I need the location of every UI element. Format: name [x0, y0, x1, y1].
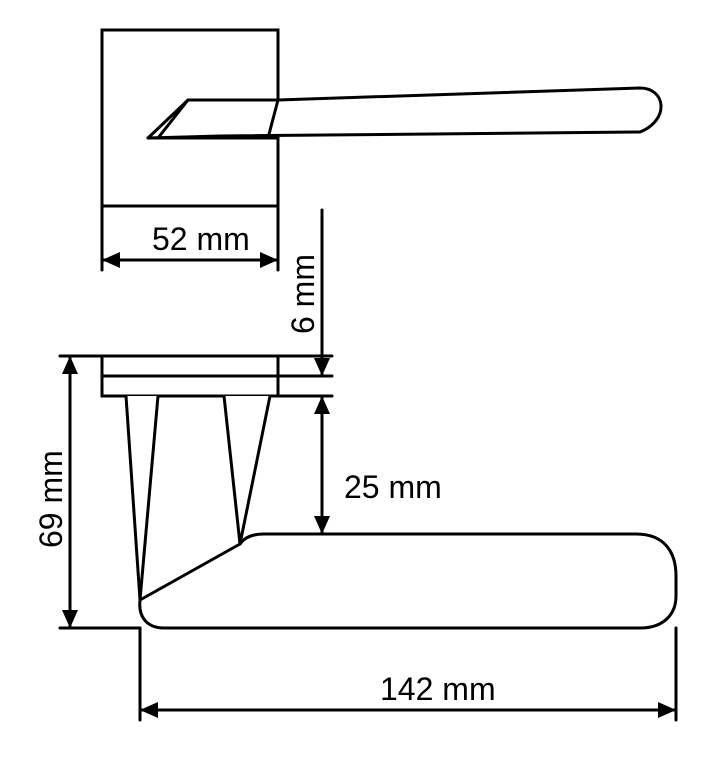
dim-d25: 25 mm [278, 396, 442, 534]
dim-label-d25: 25 mm [344, 469, 442, 505]
dim-label-w52: 52 mm [152, 221, 250, 257]
dim-label-t6: 6 mm [285, 254, 321, 334]
top-view [102, 30, 661, 206]
dim-t6: 6 mm [278, 210, 332, 376]
dim-label-h69: 69 mm [33, 450, 69, 548]
technical-drawing: 52 mm 6 mm 25 mm 69 mm 142 mm [0, 0, 722, 779]
dim-l142: 142 mm [140, 628, 676, 720]
dim-w52: 52 mm [102, 206, 278, 270]
dim-label-l142: 142 mm [380, 671, 496, 707]
